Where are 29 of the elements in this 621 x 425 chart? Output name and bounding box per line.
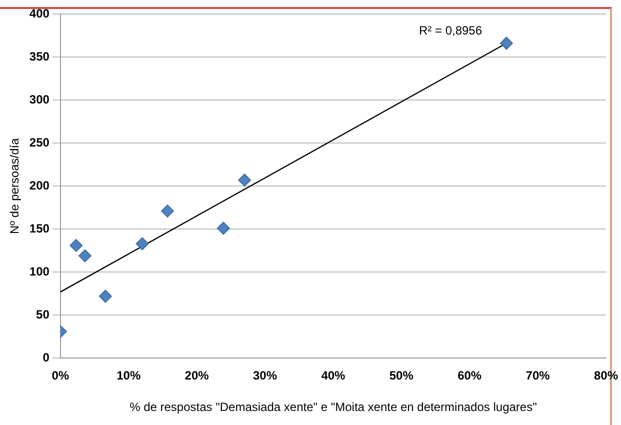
y-tick-label: 50 [36, 307, 50, 322]
x-tick-label: 70% [526, 368, 550, 383]
point [238, 174, 252, 187]
point [98, 290, 112, 303]
x-tick-label: 60% [458, 368, 482, 383]
y-tick-label: 300 [29, 92, 50, 106]
x-tick-label: 20% [184, 368, 210, 383]
x-tick-label: 10% [116, 368, 141, 383]
y-tick-label: 200 [29, 178, 50, 192]
y-tick-label: 400 [29, 6, 50, 20]
x-tick-label: 80% [594, 368, 618, 383]
point [160, 204, 174, 218]
annotation: R² = 0,8956 [418, 24, 482, 38]
point [216, 222, 230, 235]
point [78, 249, 92, 262]
x-axis-title: % de respostas "Demasiada xente" e "Moita xente en determinados lugares" [130, 400, 537, 414]
y-tick-label: 100 [29, 264, 50, 278]
y-tick-label: 0 [42, 350, 50, 365]
x-tick-label: 50% [389, 368, 414, 383]
y-tick-label: 150 [29, 221, 50, 236]
y-tick-label: 250 [29, 135, 50, 150]
point [136, 237, 149, 250]
x-tick-label: 30% [252, 368, 278, 383]
point [500, 36, 513, 50]
x-tick-label: 40% [321, 368, 346, 383]
y-axis-title: Nº de persoas/día [8, 138, 22, 234]
y-tick-label: 350 [29, 49, 50, 64]
point [70, 238, 83, 252]
x-tick-label: 0% [52, 368, 70, 383]
